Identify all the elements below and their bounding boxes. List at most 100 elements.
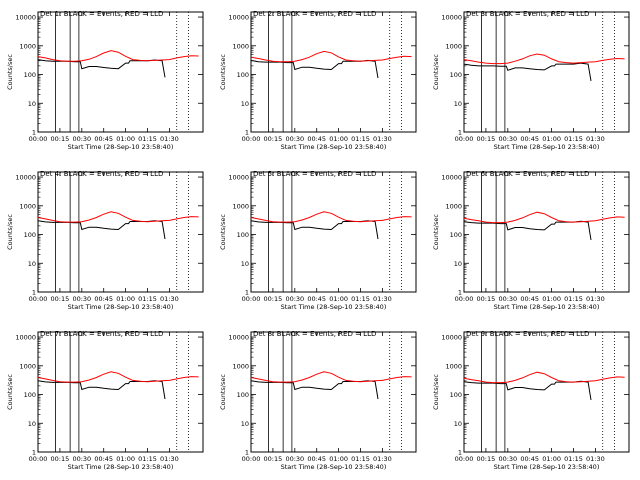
plot-frame xyxy=(37,171,204,293)
panel-title: Det 3: BLACK = Events, RED = LLD xyxy=(466,10,589,18)
x-axis-label: Start Time (28-Sep-10 23:58:40) xyxy=(68,463,174,471)
y-tick-label: 1000 xyxy=(19,362,36,370)
y-tick-label: 100 xyxy=(237,231,249,239)
x-tick-label: 00:15 xyxy=(51,295,70,303)
y-tick-label: 100 xyxy=(237,391,249,399)
y-tick-label: 10 xyxy=(454,100,462,108)
y-tick-label: 1 xyxy=(458,449,462,457)
x-tick-label: 00:30 xyxy=(498,455,517,463)
panel-title: Det 9: BLACK = Events, RED = LLD xyxy=(466,330,589,338)
series-line-events xyxy=(37,220,166,240)
y-tick-label: 10000 xyxy=(441,174,462,182)
x-tick-label: 00:30 xyxy=(285,455,304,463)
y-tick-label: 10000 xyxy=(441,14,462,22)
x-tick-label: 00:00 xyxy=(242,135,261,143)
x-tick-label: 01:30 xyxy=(160,455,179,463)
y-tick-label: 10000 xyxy=(228,334,249,342)
x-tick-label: 01:30 xyxy=(160,135,179,143)
y-axis-label: Counts/sec xyxy=(219,374,227,410)
y-tick-label: 10 xyxy=(241,420,249,428)
x-axis-label: Start Time (28-Sep-10 23:58:40) xyxy=(494,463,600,471)
x-axis-label: Start Time (28-Sep-10 23:58:40) xyxy=(281,143,387,151)
x-tick-label: 00:45 xyxy=(307,135,326,143)
series-line-lld xyxy=(463,211,625,224)
x-tick-label: 00:45 xyxy=(307,295,326,303)
y-tick-label: 1 xyxy=(458,129,462,137)
series-line-events xyxy=(250,59,379,79)
x-tick-label: 00:15 xyxy=(477,455,496,463)
y-tick-label: 1 xyxy=(245,129,249,137)
y-tick-label: 1000 xyxy=(445,202,462,210)
y-tick-label: 10000 xyxy=(228,14,249,22)
y-axis-label: Counts/sec xyxy=(6,374,14,410)
x-tick-label: 01:15 xyxy=(351,135,370,143)
x-tick-label: 00:45 xyxy=(94,135,113,143)
x-tick-label: 01:15 xyxy=(351,455,370,463)
x-tick-label: 00:45 xyxy=(307,455,326,463)
y-tick-label: 1 xyxy=(32,449,36,457)
series-line-events xyxy=(463,62,592,81)
x-tick-label: 01:30 xyxy=(373,135,392,143)
series-line-events xyxy=(463,380,592,400)
x-tick-label: 00:30 xyxy=(285,295,304,303)
y-tick-label: 10000 xyxy=(441,334,462,342)
series-line-events xyxy=(250,220,379,240)
y-tick-label: 10 xyxy=(28,420,36,428)
x-tick-label: 00:00 xyxy=(455,135,474,143)
x-tick-label: 00:00 xyxy=(29,455,48,463)
x-tick-label: 01:00 xyxy=(542,455,561,463)
y-axis-label: Counts/sec xyxy=(432,214,440,250)
series-line-events xyxy=(37,59,166,78)
y-tick-label: 1000 xyxy=(232,202,249,210)
x-tick-label: 00:30 xyxy=(498,295,517,303)
x-tick-label: 01:30 xyxy=(373,455,392,463)
y-tick-label: 10 xyxy=(454,260,462,268)
x-tick-label: 01:15 xyxy=(138,455,157,463)
y-tick-label: 100 xyxy=(24,391,36,399)
plot-frame xyxy=(37,331,204,453)
x-tick-label: 01:00 xyxy=(329,135,348,143)
plot-frame xyxy=(250,171,417,293)
x-axis-label: Start Time (28-Sep-10 23:58:40) xyxy=(494,303,600,311)
x-tick-label: 00:30 xyxy=(285,135,304,143)
x-tick-label: 00:00 xyxy=(242,455,261,463)
y-tick-label: 10000 xyxy=(228,174,249,182)
x-tick-label: 01:15 xyxy=(564,135,583,143)
x-tick-label: 00:15 xyxy=(51,455,70,463)
x-tick-label: 00:00 xyxy=(29,135,48,143)
x-axis-label: Start Time (28-Sep-10 23:58:40) xyxy=(281,303,387,311)
y-axis-label: Counts/sec xyxy=(6,214,14,250)
panel-title: Det 1: BLACK = Events, RED = LLD xyxy=(40,10,163,18)
x-tick-label: 00:30 xyxy=(72,135,91,143)
y-tick-label: 1 xyxy=(458,289,462,297)
x-tick-label: 01:00 xyxy=(542,295,561,303)
x-axis-label: Start Time (28-Sep-10 23:58:40) xyxy=(281,463,387,471)
panel-title: Det 4: BLACK = Events, RED = LLD xyxy=(40,170,163,178)
y-tick-label: 1 xyxy=(32,129,36,137)
x-tick-label: 01:15 xyxy=(138,295,157,303)
x-tick-label: 01:30 xyxy=(586,455,605,463)
y-tick-label: 1 xyxy=(245,289,249,297)
x-tick-label: 00:45 xyxy=(520,455,539,463)
x-tick-label: 00:30 xyxy=(498,135,517,143)
y-tick-label: 100 xyxy=(450,391,462,399)
detector-panel-3: Det 3: BLACK = Events, RED = LLD 00:00 00:… xyxy=(432,10,630,151)
x-tick-label: 01:00 xyxy=(116,295,135,303)
series-line-events xyxy=(250,380,379,400)
x-tick-label: 01:30 xyxy=(586,135,605,143)
y-tick-label: 100 xyxy=(237,71,249,79)
y-tick-label: 100 xyxy=(24,231,36,239)
x-axis-label: Start Time (28-Sep-10 23:58:40) xyxy=(494,143,600,151)
y-axis-label: Counts/sec xyxy=(219,54,227,90)
panel-title: Det 8: BLACK = Events, RED = LLD xyxy=(253,330,376,338)
series-line-lld xyxy=(37,211,199,223)
y-tick-label: 100 xyxy=(24,71,36,79)
series-line-lld xyxy=(250,371,412,383)
plot-frame xyxy=(463,171,630,293)
